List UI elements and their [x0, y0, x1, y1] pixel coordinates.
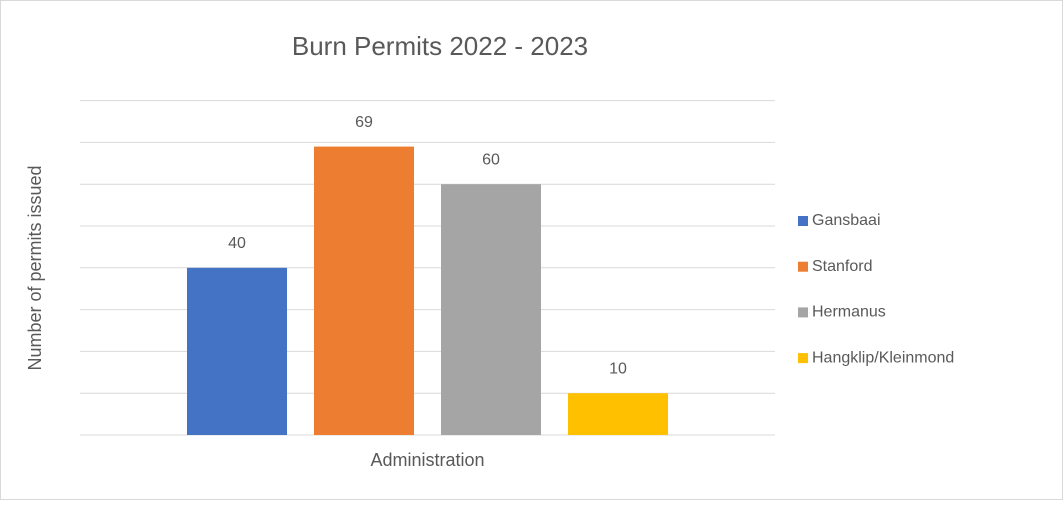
data-label: 69	[355, 114, 373, 131]
legend-swatch	[798, 307, 808, 318]
legend-label: Hermanus	[812, 304, 886, 321]
data-label: 10	[609, 360, 627, 377]
bar	[314, 146, 414, 435]
bar	[568, 393, 668, 435]
legend-swatch	[798, 216, 808, 226]
bar	[441, 184, 541, 435]
bar	[187, 267, 287, 435]
data-label: 60	[482, 151, 500, 168]
legend-label: Stanford	[812, 258, 872, 275]
x-tick-label: Administration	[370, 450, 484, 470]
legend-label: Hangklip/Kleinmond	[812, 349, 954, 366]
data-label: 40	[228, 235, 246, 252]
chart-title: Burn Permits 2022 - 2023	[292, 31, 588, 61]
y-axis-label: Number of permits issued	[25, 165, 45, 370]
legend-swatch	[798, 261, 808, 272]
legend-swatch	[798, 353, 808, 364]
legend-label: Gansbaai	[812, 212, 881, 229]
